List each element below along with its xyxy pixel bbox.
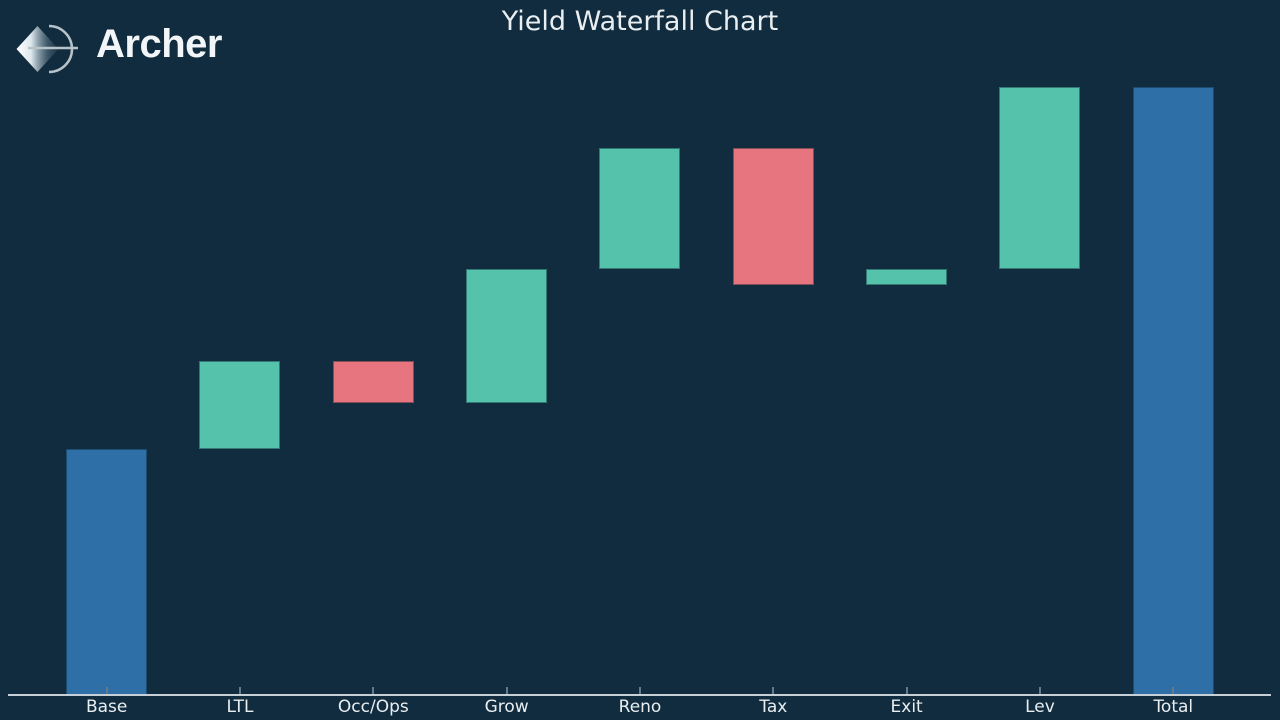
- x-tick: [772, 687, 775, 694]
- x-tick-label-reno: Reno: [618, 697, 662, 717]
- x-tick: [638, 687, 641, 694]
- x-tick-label-grow: Grow: [484, 697, 529, 717]
- waterfall-bar-exit: [866, 269, 948, 285]
- waterfall-bar-grow: [466, 269, 548, 404]
- x-tick: [1038, 687, 1041, 694]
- brand-name: Archer: [96, 22, 222, 66]
- x-tick: [238, 687, 241, 694]
- waterfall-bar-base: [66, 448, 148, 695]
- x-tick-label-tax: Tax: [759, 697, 788, 717]
- x-tick: [505, 687, 508, 694]
- brand-logo: Archer: [10, 14, 222, 78]
- x-tick-label-exit: Exit: [890, 697, 923, 717]
- waterfall-bar-total: [1132, 87, 1214, 695]
- x-tick: [1172, 687, 1175, 694]
- archer-bow-arrow-icon: [16, 24, 78, 74]
- x-tick-label-ltl: LTL: [226, 697, 254, 717]
- waterfall-bar-tax: [732, 147, 814, 285]
- x-tick: [372, 687, 375, 694]
- x-tick-label-occ-ops: Occ/Ops: [337, 697, 409, 717]
- x-tick: [905, 687, 908, 694]
- x-tick-label-total: Total: [1153, 697, 1194, 717]
- waterfall-bar-lev: [999, 87, 1081, 270]
- waterfall-bar-occ-ops: [332, 360, 414, 404]
- waterfall-bar-ltl: [199, 360, 281, 449]
- x-tick-label-lev: Lev: [1025, 697, 1055, 717]
- waterfall-bar-reno: [599, 147, 681, 270]
- x-tick: [105, 687, 108, 694]
- x-tick-label-base: Base: [85, 697, 128, 717]
- chart-title: Yield Waterfall Chart: [501, 6, 779, 37]
- x-axis-line: [8, 694, 1271, 696]
